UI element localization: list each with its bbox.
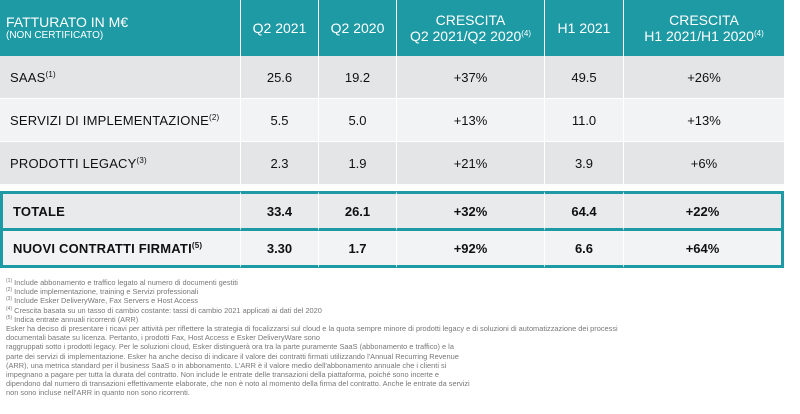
cell-h1-2021: 64.4 — [545, 191, 624, 231]
explanation-line: parte dei servizi di implementazione. Es… — [6, 351, 459, 361]
header-q2-2021: Q2 2021 — [241, 0, 319, 56]
cell-q2-2020: 26.1 — [319, 191, 397, 231]
row-label: NUOVI CONTRATTI FIRMATI(5) — [0, 231, 241, 268]
header-subtitle: (NON CERTIFICATO) — [6, 30, 104, 41]
table-row-new-contracts: NUOVI CONTRATTI FIRMATI(5) 3.30 1.7 +92%… — [0, 231, 784, 268]
cell-growth-q2: +13% — [397, 99, 545, 142]
cell-h1-2021: 6.6 — [545, 231, 624, 268]
row-label: TOTALE — [0, 191, 241, 231]
header-q2-2020: Q2 2020 — [319, 0, 397, 56]
cell-q2-2021: 25.6 — [241, 56, 319, 99]
explanation-line: (ARR), una metrica standard per il busin… — [6, 360, 447, 370]
header-h1-2021: H1 2021 — [545, 0, 624, 56]
cell-q2-2020: 1.7 — [319, 231, 397, 268]
table-header-row: FATTURATO IN M€ (NON CERTIFICATO) Q2 202… — [0, 0, 784, 56]
table-row-services: SERVIZI DI IMPLEMENTAZIONE(2) 5.5 5.0 +1… — [0, 99, 784, 142]
revenue-table-container: FATTURATO IN M€ (NON CERTIFICATO) Q2 202… — [0, 0, 784, 268]
row-label: SERVIZI DI IMPLEMENTAZIONE(2) — [0, 99, 241, 142]
cell-growth-q2: +37% — [397, 56, 545, 99]
header-growth-h1: CRESCITA H1 2021/H1 2020(4) — [624, 0, 784, 56]
header-growth-q2-line1: CRESCITA — [435, 12, 506, 28]
cell-growth-h1: +6% — [624, 142, 784, 185]
table-row-total: TOTALE 33.4 26.1 +32% 64.4 +22% — [0, 191, 784, 231]
footnote-ref: (5) — [191, 240, 203, 250]
row-spacer — [0, 185, 784, 191]
explanation-line: dipendono dal numero di transazioni effe… — [6, 379, 470, 389]
explanation-line: non sono incluse nell'ARR in quanto non … — [6, 388, 190, 398]
footnote-4: (4) Crescita basata su un tasso di cambi… — [6, 305, 322, 315]
header-growth-q2-line2: Q2 2021/Q2 2020(4) — [409, 28, 532, 44]
revenue-table: FATTURATO IN M€ (NON CERTIFICATO) Q2 202… — [0, 0, 784, 268]
explanation-line: Esker ha deciso di presentare i ricavi p… — [6, 324, 618, 334]
cell-h1-2021: 11.0 — [545, 99, 624, 142]
footnote-ref: (2) — [209, 112, 220, 122]
footnote-2: (2) Include implementazione, training e … — [6, 287, 199, 297]
cell-growth-h1: +64% — [624, 231, 784, 268]
cell-q2-2021: 5.5 — [241, 99, 319, 142]
table-row-legacy: PRODOTTI LEGACY(3) 2.3 1.9 +21% 3.9 +6% — [0, 142, 784, 185]
cell-q2-2020: 19.2 — [319, 56, 397, 99]
footnote-ref: (3) — [136, 155, 147, 165]
header-growth-q2: CRESCITA Q2 2021/Q2 2020(4) — [397, 0, 545, 56]
cell-h1-2021: 3.9 — [545, 142, 624, 185]
cell-growth-q2: +92% — [397, 231, 545, 268]
table-row-saas: SAAS(1) 25.6 19.2 +37% 49.5 +26% — [0, 56, 784, 99]
cell-growth-h1: +22% — [624, 191, 784, 231]
cell-q2-2021: 2.3 — [241, 142, 319, 185]
cell-growth-q2: +32% — [397, 191, 545, 231]
footnote-ref: (4) — [753, 29, 764, 38]
header-growth-h1-line1: CRESCITA — [669, 12, 739, 28]
footnote-1: (1) Include abbonamento e traffico legat… — [6, 278, 238, 287]
cell-q2-2020: 5.0 — [319, 99, 397, 142]
explanation-line: raggruppati sotto i prodotti legacy. Per… — [6, 342, 454, 352]
cell-growth-q2: +21% — [397, 142, 545, 185]
cell-q2-2021: 33.4 — [241, 191, 319, 231]
header-growth-h1-line2: H1 2021/H1 2020(4) — [644, 28, 764, 44]
header-title: FATTURATO IN M€ — [6, 14, 129, 30]
footnote-ref: (1) — [45, 69, 56, 79]
cell-q2-2021: 3.30 — [241, 231, 319, 268]
explanation-line: documentali basate su licenza. Pertanto,… — [6, 333, 320, 343]
footnote-3: (3) Include Esker DeliveryWare, Fax Serv… — [6, 296, 198, 306]
footnotes: (1) Include abbonamento e traffico legat… — [6, 278, 746, 398]
cell-growth-h1: +13% — [624, 99, 784, 142]
row-label: PRODOTTI LEGACY(3) — [0, 142, 241, 185]
cell-h1-2021: 49.5 — [545, 56, 624, 99]
footnote-5: (5) Indica entrate annuali ricorrenti (A… — [6, 314, 139, 324]
cell-growth-h1: +26% — [624, 56, 784, 99]
footnote-ref: (4) — [521, 29, 532, 38]
cell-q2-2020: 1.9 — [319, 142, 397, 185]
row-label: SAAS(1) — [0, 56, 241, 99]
explanation-line: impegnano a pagare per tutta la durata d… — [6, 370, 440, 380]
header-revenue: FATTURATO IN M€ (NON CERTIFICATO) — [0, 0, 241, 56]
